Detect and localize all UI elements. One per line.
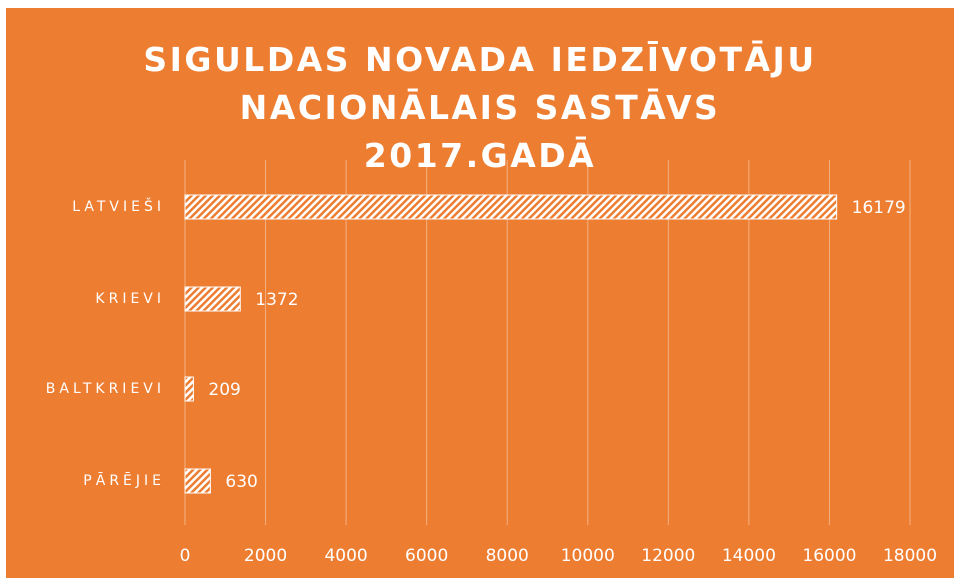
bar bbox=[184, 468, 211, 494]
x-tick-label: 10000 bbox=[561, 546, 615, 566]
x-tick-label: 6000 bbox=[405, 546, 448, 566]
value-label: 630 bbox=[225, 472, 257, 492]
y-tick-label: KRIEVI bbox=[95, 291, 165, 307]
x-tick-label: 2000 bbox=[244, 546, 287, 566]
x-tick-label: 12000 bbox=[641, 546, 695, 566]
y-tick-label: BALTKRIEVI bbox=[46, 381, 165, 397]
x-tick-label: 18000 bbox=[883, 546, 937, 566]
y-tick-label: PĀRĒJIE bbox=[83, 472, 165, 489]
x-tick-label: 8000 bbox=[486, 546, 529, 566]
chart-title: SIGULDAS NOVADA IEDZĪVOTĀJU NACIONĀLAIS … bbox=[143, 40, 817, 175]
bar bbox=[184, 194, 838, 220]
value-label: 209 bbox=[208, 380, 240, 400]
x-tick-label: 0 bbox=[180, 546, 191, 566]
bar bbox=[184, 286, 241, 312]
x-tick-label: 16000 bbox=[802, 546, 856, 566]
background bbox=[6, 8, 954, 578]
bar bbox=[184, 376, 194, 402]
x-tick-label: 14000 bbox=[722, 546, 776, 566]
value-label: 1372 bbox=[255, 290, 298, 310]
y-tick-label: LATVIEŠI bbox=[72, 197, 165, 215]
value-label: 16179 bbox=[852, 198, 906, 218]
x-tick-label: 4000 bbox=[324, 546, 367, 566]
